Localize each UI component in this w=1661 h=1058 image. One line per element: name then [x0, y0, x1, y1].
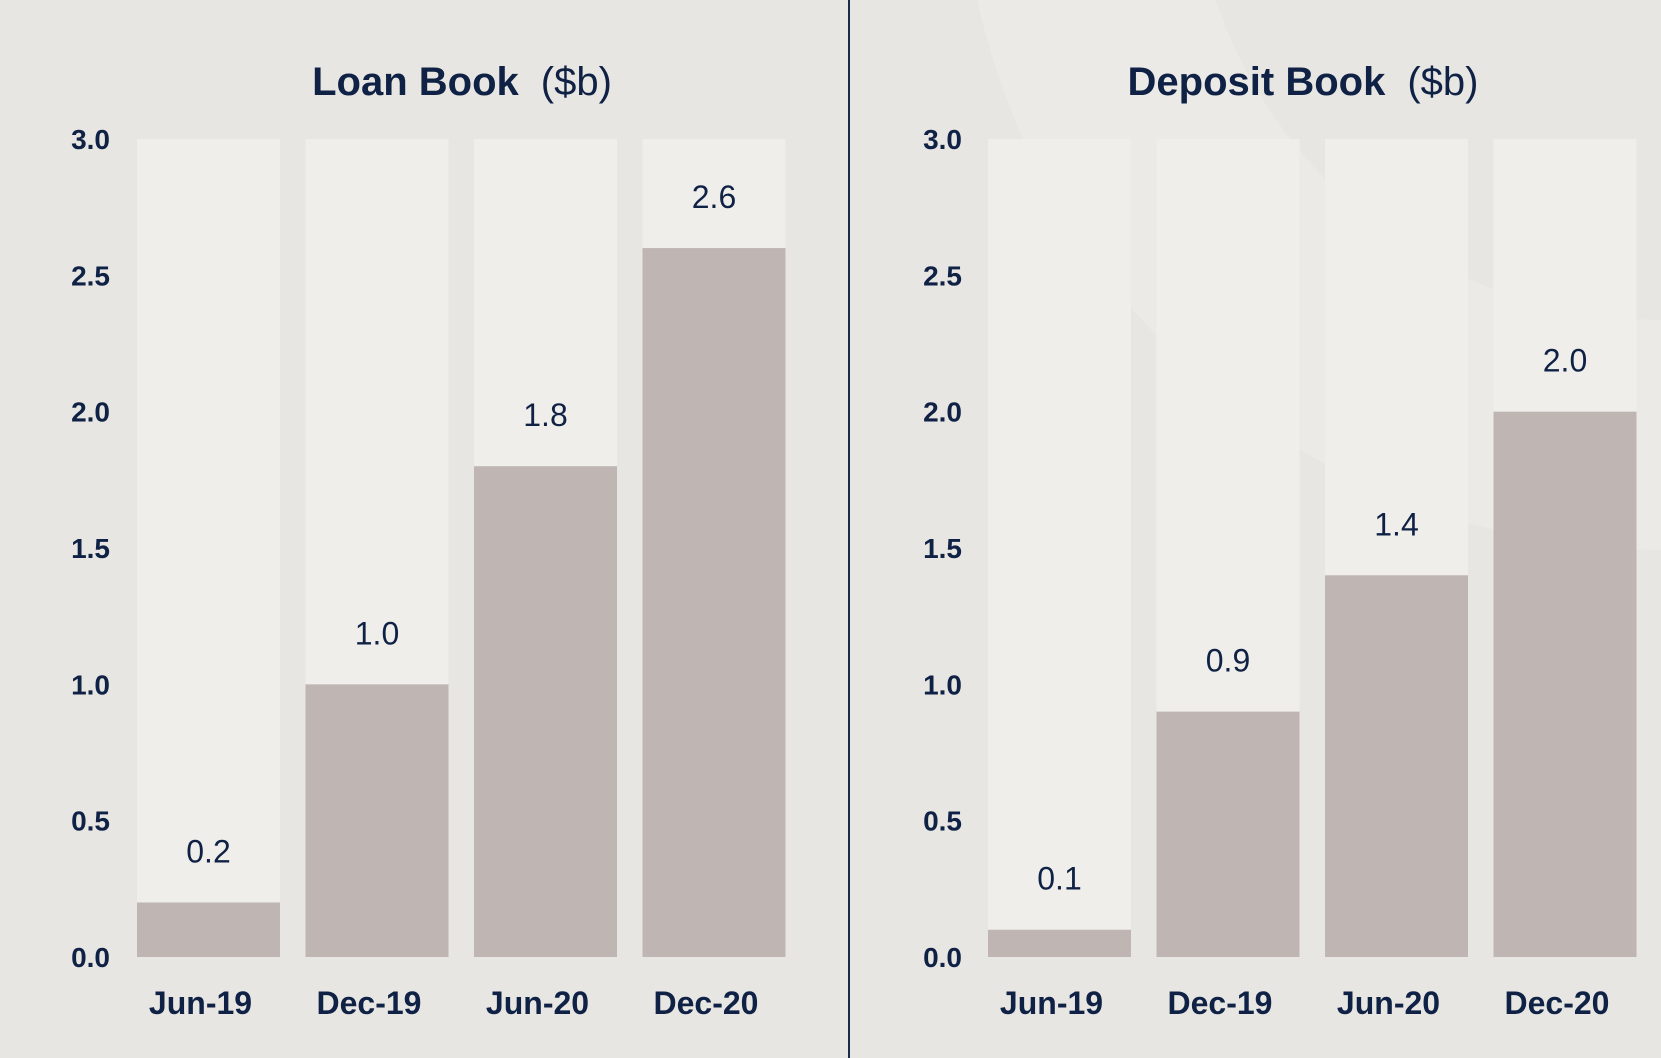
deposit-book-title-text: Deposit Book — [1128, 60, 1387, 104]
loan-book-title-unit: ($b) — [541, 60, 612, 104]
deposit-book-title-unit: ($b) — [1407, 60, 1478, 104]
deposit-book-title: Deposit Book ($b) — [1128, 60, 1479, 104]
deposit-book-x-tick-label: Jun-20 — [1337, 985, 1440, 1021]
loan-book-y-tick-label: 2.0 — [71, 397, 110, 428]
deposit-book-x-tick-label: Dec-20 — [1505, 985, 1610, 1021]
deposit-book-y-tick-label: 1.0 — [923, 669, 962, 700]
loan-book-y-tick-label: 3.0 — [71, 124, 110, 155]
loan-book-bar — [305, 684, 449, 957]
loan-book-bar — [474, 466, 617, 957]
deposit-book-chart: Deposit Book ($b) 0.0 0.5 1.0 1.5 2.0 2.5 3.0 0.1… — [923, 60, 1637, 1021]
loan-book-title-text: Loan Book — [312, 60, 519, 104]
loan-book-y-tick-label: 2.5 — [71, 260, 110, 291]
deposit-book-bar — [1325, 575, 1468, 957]
loan-book-bar-value-label: 2.6 — [692, 179, 736, 215]
deposit-book-bar — [1156, 711, 1300, 957]
loan-book-y-tick-label: 1.5 — [71, 533, 110, 564]
deposit-book-y-tick-label: 1.5 — [923, 533, 962, 564]
loan-book-y-tick-label: 1.0 — [71, 669, 110, 700]
deposit-book-bar-value-label: 0.1 — [1037, 861, 1081, 897]
loan-book-x-tick-label: Jun-20 — [486, 985, 589, 1021]
deposit-book-x-tick-label: Jun-19 — [1000, 985, 1103, 1021]
loan-book-bar — [642, 248, 786, 958]
deposit-book-y-tick-label: 0.5 — [923, 806, 962, 837]
loan-book-bar-value-label: 0.2 — [186, 833, 230, 869]
deposit-book-bar-value-label: 2.0 — [1543, 343, 1587, 379]
deposit-book-bar — [988, 929, 1131, 957]
loan-book-bar — [137, 902, 280, 957]
loan-book-title: Loan Book ($b) — [312, 60, 612, 104]
loan-book-bar-track — [137, 139, 280, 957]
loan-book-x-tick-label: Jun-19 — [149, 985, 252, 1021]
loan-book-y-tick-label: 0.0 — [71, 942, 110, 973]
deposit-book-y-tick-label: 2.5 — [923, 260, 962, 291]
loan-book-bar-value-label: 1.8 — [523, 397, 567, 433]
loan-book-bar-value-label: 1.0 — [355, 615, 399, 651]
loan-book-chart: Loan Book ($b) 0.0 0.5 1.0 1.5 2.0 2.5 3.0 0.2 Jun… — [71, 60, 786, 1021]
deposit-book-bar-value-label: 1.4 — [1374, 506, 1418, 542]
deposit-book-bar-value-label: 0.9 — [1206, 643, 1250, 679]
deposit-book-y-tick-label: 3.0 — [923, 124, 962, 155]
deposit-book-x-tick-label: Dec-19 — [1168, 985, 1273, 1021]
deposit-book-y-tick-label: 0.0 — [923, 942, 962, 973]
deposit-book-y-tick-label: 2.0 — [923, 397, 962, 428]
loan-book-y-tick-label: 0.5 — [71, 806, 110, 837]
loan-book-x-tick-label: Dec-19 — [317, 985, 422, 1021]
loan-book-x-tick-label: Dec-20 — [654, 985, 759, 1021]
deposit-book-bar — [1493, 411, 1637, 958]
deposit-book-bar-track — [988, 139, 1131, 957]
